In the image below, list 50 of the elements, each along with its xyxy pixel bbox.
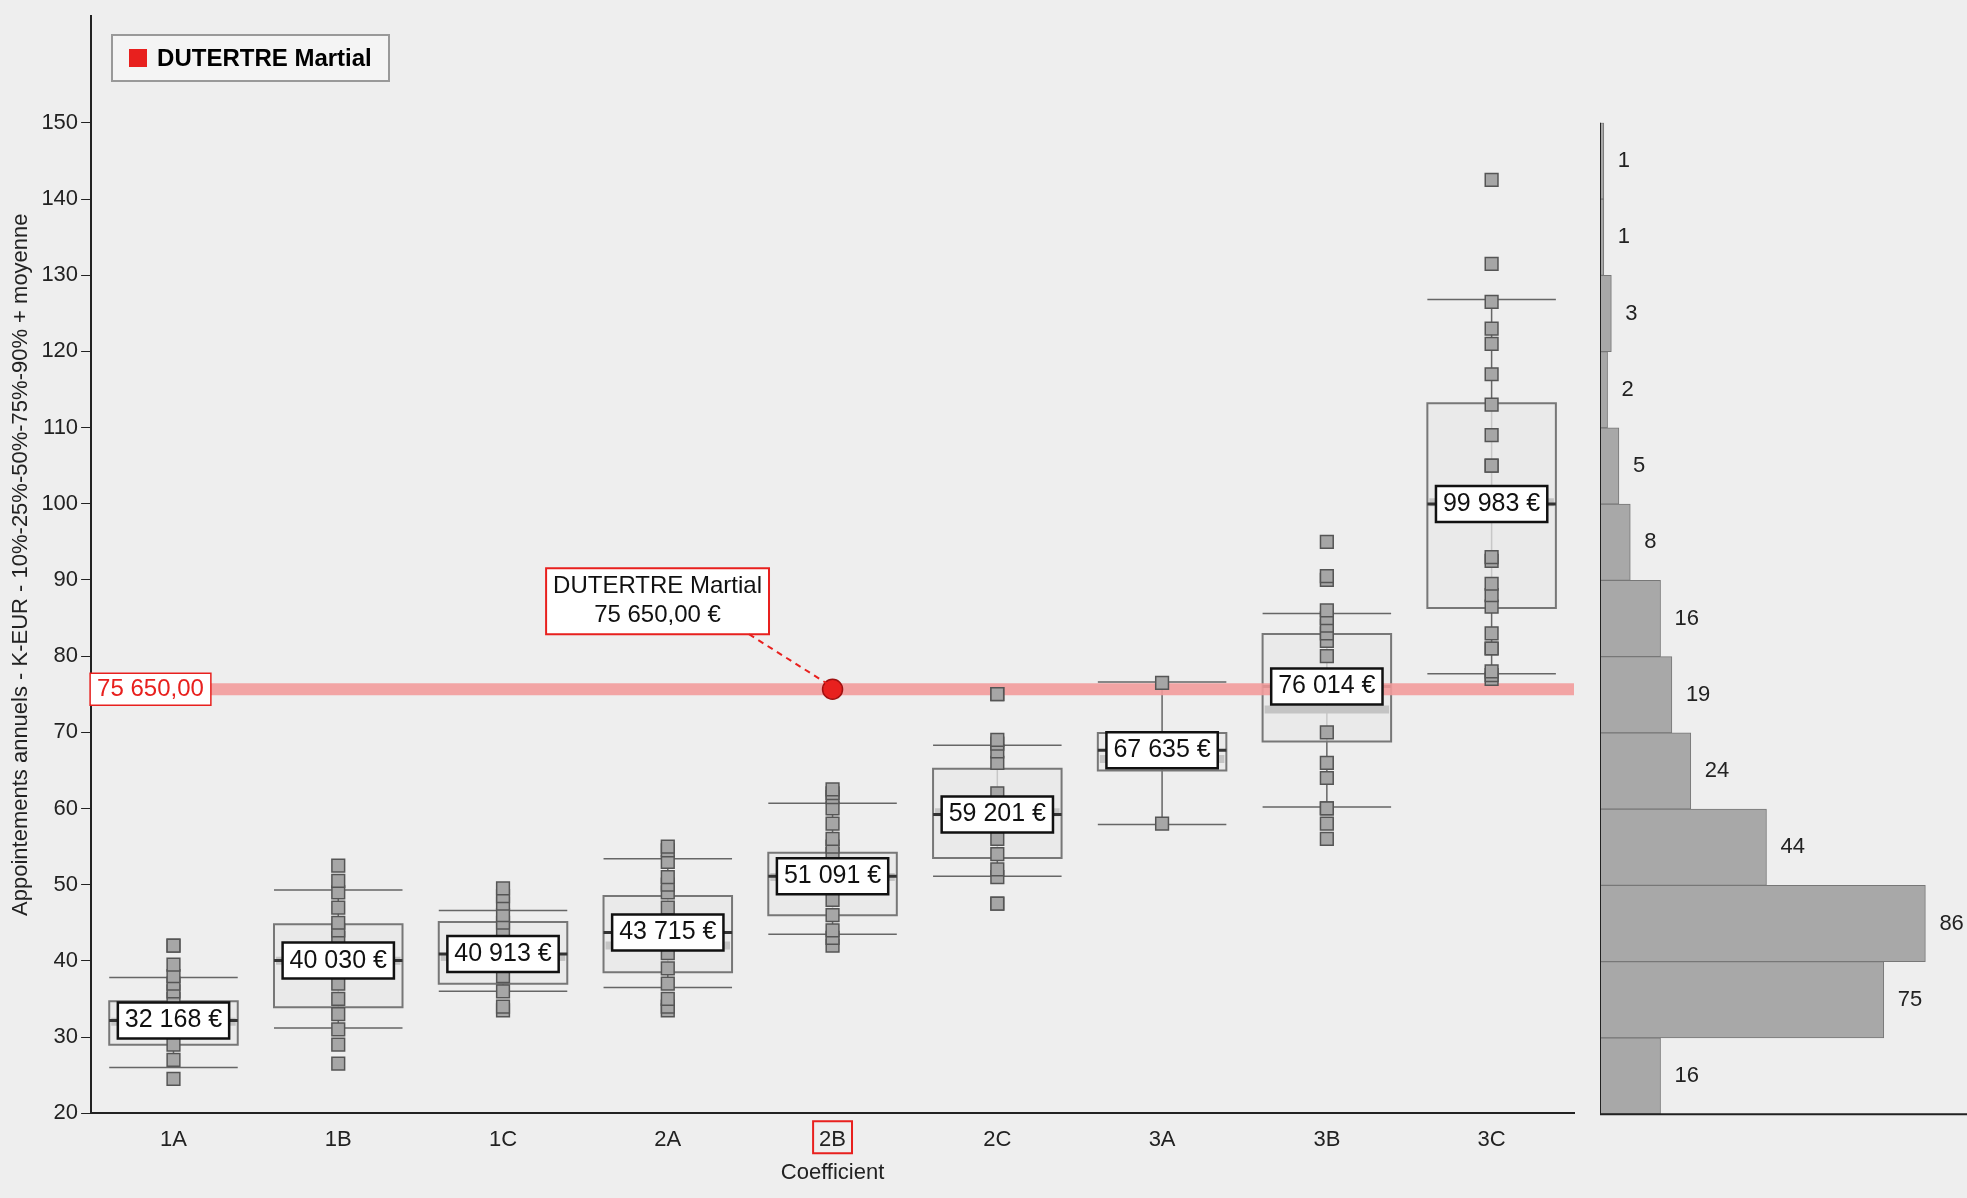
- data-label: 75: [1897, 985, 1923, 1011]
- data-label: 16: [1674, 604, 1700, 630]
- x-tick-label: 2B: [819, 1126, 847, 1152]
- data-label: 2: [1621, 375, 1634, 401]
- text: 32 168 €: [124, 1004, 223, 1033]
- text: 67 635 €: [1113, 734, 1211, 763]
- data-label: 24: [1704, 757, 1730, 783]
- x-tick-label: 2C: [983, 1126, 1012, 1152]
- data-label: 5: [1632, 452, 1646, 478]
- y-tick-label: 30: [53, 1023, 79, 1049]
- x-axis-title: Coefficient: [780, 1158, 885, 1184]
- data-label: 1: [1617, 223, 1631, 249]
- data-label: 19: [1685, 680, 1711, 706]
- y-tick-label: 60: [53, 794, 79, 820]
- x-tick-label: 3C: [1477, 1126, 1506, 1152]
- y-tick-label: 130: [41, 261, 79, 287]
- data-label: 1: [1617, 147, 1631, 173]
- y-tick-label: 20: [53, 1099, 79, 1125]
- text: 40 030 €: [289, 944, 387, 973]
- y-tick-label: 100: [41, 489, 79, 515]
- data-label: 44: [1780, 833, 1805, 859]
- y-axis-title: Appointements annuels - K-EUR - 10%-25%-50%-75%-90% + moyenne: [7, 213, 33, 916]
- y-tick-label: 110: [43, 413, 79, 439]
- y-tick-label: 80: [53, 642, 79, 668]
- x-tick-label: 1A: [160, 1126, 188, 1152]
- x-tick-label: 1C: [488, 1126, 518, 1152]
- y-tick-label: 70: [53, 718, 79, 744]
- data-label: 86: [1939, 909, 1964, 935]
- annotation: DUTERTRE Martial 75 650,00 €: [553, 571, 763, 628]
- legend-label: DUTERTRE Martial: [157, 44, 372, 73]
- y-tick-label: 50: [53, 870, 79, 896]
- data-label: 3: [1625, 299, 1638, 325]
- y-tick-label: 40: [53, 946, 79, 972]
- x-tick-label: 1B: [324, 1126, 352, 1152]
- y-tick-label: 150: [41, 108, 79, 134]
- ref-line-label: 75 650,00: [97, 673, 204, 701]
- x-tick-label: 2A: [654, 1126, 682, 1152]
- y-tick-label: 140: [41, 185, 79, 211]
- data-label: 16: [1674, 1062, 1700, 1088]
- data-label: 8: [1644, 528, 1657, 554]
- y-tick-label: 120: [41, 337, 79, 363]
- text: 99 983 €: [1442, 487, 1541, 516]
- text: 43 715 €: [619, 916, 717, 945]
- x-tick-label: 3A: [1148, 1126, 1176, 1152]
- text: 76 014 €: [1278, 670, 1376, 699]
- x-tick-label: 3B: [1313, 1126, 1341, 1152]
- text: 51 091 €: [783, 860, 882, 889]
- text: 40 913 €: [454, 937, 552, 966]
- text: 59 201 €: [948, 798, 1046, 827]
- y-tick-label: 90: [53, 566, 79, 591]
